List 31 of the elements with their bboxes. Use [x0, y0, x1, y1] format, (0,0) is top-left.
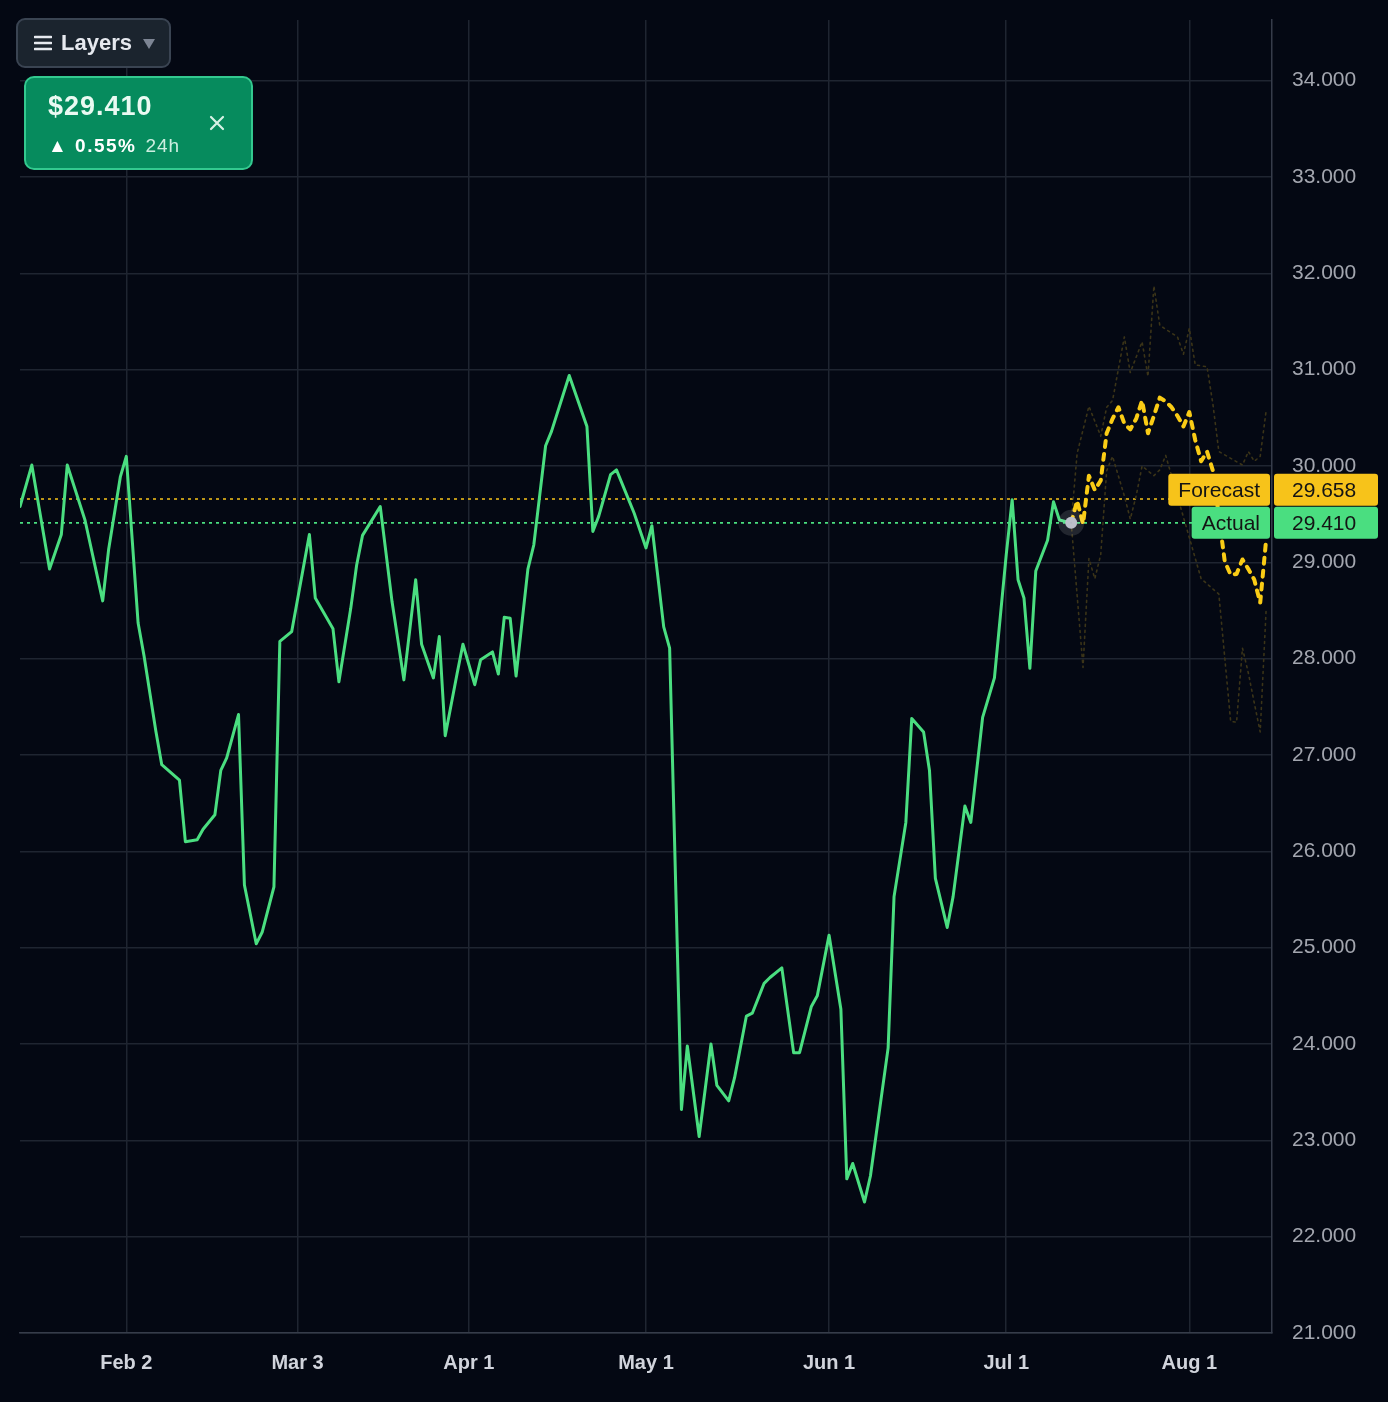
annotation: Layers: [61, 29, 132, 57]
y-tick-label: 32.000: [1292, 260, 1357, 284]
price-card: $29.410 ▲ 0.55% 24h: [24, 76, 253, 170]
y-tick-label: 28.000: [1292, 645, 1357, 669]
annotation: $29.410: [48, 90, 153, 122]
ref-line-label: Forecast: [1178, 477, 1261, 501]
x-tick-label: Feb 2: [100, 1350, 153, 1373]
annotation: 24h: [145, 135, 181, 156]
y-tick-label: 31.000: [1292, 356, 1357, 380]
y-tick-label: 29.000: [1292, 549, 1357, 573]
annotation: ▲ 0.55%: [48, 135, 137, 156]
y-tick-label: 33.000: [1292, 163, 1357, 187]
y-tick-label: 26.000: [1292, 838, 1357, 862]
text: 29.410: [1292, 510, 1357, 534]
x-tick-label: May 1: [618, 1350, 674, 1373]
y-tick-label: 24.000: [1292, 1030, 1357, 1054]
y-tick-label: 22.000: [1292, 1223, 1357, 1247]
y-tick-label: 21.000: [1292, 1319, 1357, 1343]
x-tick-label: Aug 1: [1161, 1350, 1218, 1373]
x-tick-label: Mar 3: [271, 1350, 324, 1373]
y-tick-label: 30.000: [1292, 452, 1357, 476]
layers-button: Layers: [16, 18, 171, 68]
y-tick-label: 34.000: [1292, 67, 1357, 91]
y-tick-label: 27.000: [1292, 741, 1357, 765]
y-tick-label: 23.000: [1292, 1127, 1357, 1151]
ref-line-label: Actual: [1201, 510, 1260, 534]
x-tick-label: Apr 1: [443, 1350, 495, 1373]
text: 29.658: [1292, 477, 1357, 501]
y-tick-label: 25.000: [1292, 934, 1357, 958]
x-tick-label: Jun 1: [802, 1350, 856, 1373]
x-tick-label: Jul 1: [983, 1350, 1030, 1373]
